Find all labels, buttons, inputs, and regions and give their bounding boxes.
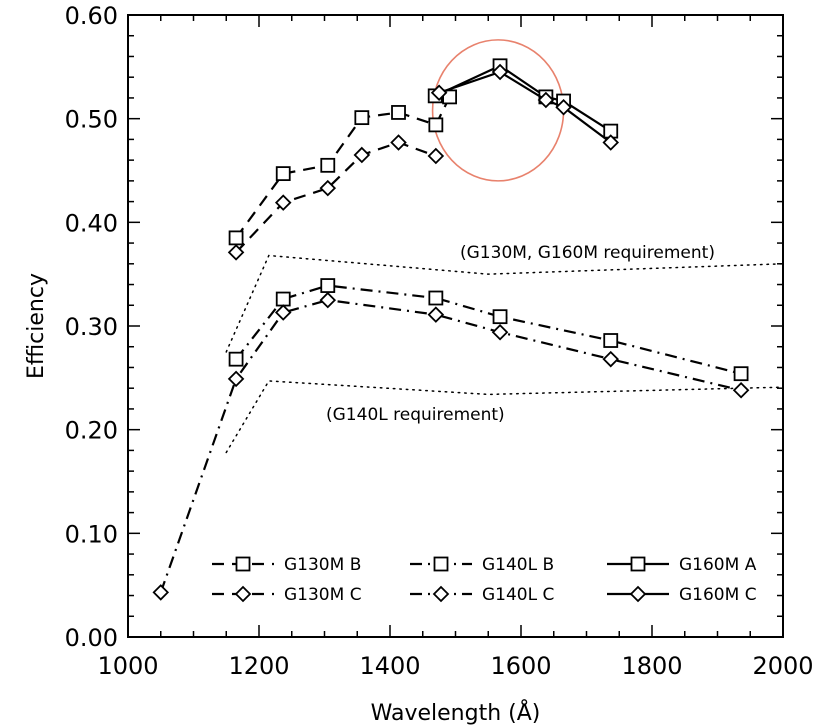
plot-area	[127, 14, 784, 638]
data-point-g140l-c	[732, 382, 750, 399]
legend-item-g130m-b: G130M B	[212, 555, 361, 575]
x-tick-label: 1400	[359, 652, 420, 680]
y-tick-label: 0.40	[65, 209, 118, 237]
series-g160m-c	[430, 63, 620, 151]
requirement-label-1: (G130M, G160M requirement)	[460, 243, 715, 263]
series-line-g140l-c	[159, 298, 742, 593]
data-point-g130m-b	[354, 110, 370, 126]
axis-ticks	[127, 14, 784, 638]
data-series	[152, 58, 750, 601]
legend-label: G130M B	[284, 555, 361, 575]
series-line-g160m-a	[434, 64, 612, 133]
requirement-line-1	[225, 254, 784, 353]
data-point-g130m-b	[391, 105, 406, 120]
legend-marker	[630, 556, 646, 572]
data-point-g140l-b	[428, 290, 444, 306]
requirement-line-2	[225, 380, 784, 454]
data-point-g160m-c	[430, 84, 448, 102]
series-g130m-c	[227, 134, 445, 261]
legend-label: G140L C	[482, 585, 554, 605]
data-point-g140l-b	[603, 333, 619, 348]
series-line-g140l-b	[235, 284, 742, 375]
y-tick-label: 0.10	[65, 520, 118, 548]
series-g130m-b	[228, 89, 458, 246]
y-tick-label: 0.00	[65, 624, 118, 652]
data-point-g160m-c	[555, 98, 572, 116]
legend-marker	[432, 585, 450, 603]
data-point-g130m-c	[427, 147, 445, 165]
legend-item-g130m-c: G130M C	[212, 585, 362, 605]
data-point-g140l-b	[492, 309, 508, 325]
data-point-g140l-c	[227, 370, 245, 388]
series-line-g130m-b	[235, 96, 451, 239]
data-point-g130m-b	[428, 117, 444, 133]
y-tick-label: 0.20	[65, 417, 118, 445]
data-point-g140l-c	[319, 291, 337, 309]
legend-item-g140l-c: G140L C	[410, 585, 554, 605]
data-point-g130m-c	[353, 146, 371, 164]
data-point-g130m-c	[319, 179, 337, 197]
x-tick-label: 1200	[228, 652, 289, 680]
data-point-g130m-c	[390, 134, 407, 151]
data-point-g130m-b	[228, 230, 244, 246]
data-point-g140l-c	[274, 304, 292, 321]
legend-label: G140L B	[482, 555, 554, 575]
data-point-g140l-c	[491, 323, 509, 341]
data-point-g140l-b	[733, 366, 749, 382]
x-tick-label: 1600	[490, 652, 551, 680]
legend-label: G160M A	[679, 555, 757, 575]
data-point-g140l-c	[602, 350, 620, 368]
y-tick-label: 0.50	[65, 106, 118, 134]
data-point-g130m-b	[275, 166, 291, 182]
requirement-label-2: (G140L requirement)	[326, 405, 505, 425]
legend-marker	[235, 556, 251, 572]
series-g140l-c	[152, 291, 750, 601]
data-point-g160m-c	[602, 134, 620, 151]
x-tick-label: 1800	[621, 652, 682, 680]
legend-label: G130M C	[284, 585, 362, 605]
y-tick-label: 0.60	[65, 2, 118, 30]
y-tick-label: 0.30	[65, 313, 118, 341]
series-g140l-b	[228, 278, 749, 382]
legend-marker	[629, 585, 647, 603]
legend-item-g160m-c: G160M C	[607, 585, 757, 605]
data-point-g140l-c	[152, 584, 170, 601]
data-point-g140l-c	[427, 306, 445, 323]
data-point-g160m-c	[491, 63, 509, 81]
data-point-g130m-b	[320, 157, 336, 173]
legend-marker	[234, 585, 252, 603]
data-point-g140l-b	[275, 291, 291, 307]
data-point-g130m-c	[274, 194, 292, 211]
axis-tick-labels: 1000 1200 1400 1600 1800 2000 0.00 0.10 0.20 0.30…	[65, 2, 814, 680]
legend-item-g160m-a: G160M A	[607, 555, 757, 575]
legend-item-g140l-b: G140L B	[410, 555, 554, 575]
requirement-lines: (G130M, G160M requirement) (G140L require…	[225, 243, 784, 454]
data-point-g130m-c	[227, 244, 245, 261]
legend-label: G160M C	[679, 585, 757, 605]
x-tick-label: 1000	[97, 652, 158, 680]
data-point-g140l-b	[320, 278, 336, 293]
y-axis-title: Efficiency	[24, 273, 49, 379]
plot-frame	[127, 14, 784, 638]
data-point-g160m-c	[537, 91, 555, 109]
data-point-g140l-b	[228, 351, 244, 367]
series-line-g130m-c	[235, 141, 437, 254]
x-axis-title: Wavelength (Å)	[371, 699, 541, 726]
x-tick-label: 2000	[752, 652, 813, 680]
legend-marker	[433, 556, 449, 572]
legend: G130M B G140L B G160M A G130M C G140L C G160M…	[212, 555, 757, 605]
